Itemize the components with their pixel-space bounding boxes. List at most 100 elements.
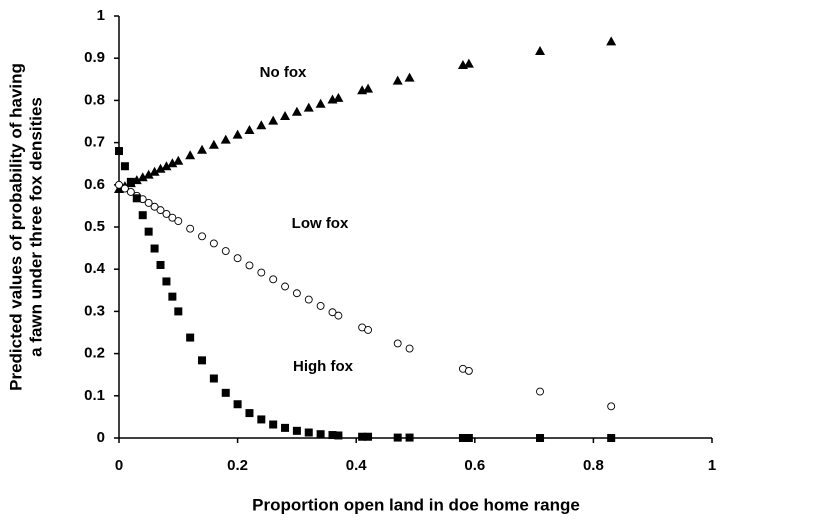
triangle-marker (280, 111, 291, 121)
y-axis-label: Predicted values of probability of havin… (6, 63, 25, 391)
square-marker (209, 374, 218, 383)
x-tick-label: 1 (708, 457, 716, 474)
circle-marker (168, 213, 177, 222)
square-marker (304, 428, 313, 437)
y-tick-label: 0.4 (84, 260, 106, 277)
square-marker (458, 434, 467, 442)
annotation: No fox (260, 64, 307, 81)
triangle-marker (463, 58, 474, 68)
square-marker (144, 227, 153, 236)
circle-marker (150, 202, 159, 211)
square-marker (269, 420, 278, 429)
circle-marker (269, 275, 278, 284)
y-tick-label: 0.6 (84, 176, 105, 193)
square-marker (316, 430, 325, 439)
circle-marker (405, 344, 414, 353)
triangle-marker (185, 150, 196, 160)
circle-marker (198, 232, 206, 241)
y-tick-label: 0.1 (84, 387, 105, 404)
x-tick-label: 0.8 (583, 457, 604, 474)
annotation: Low fox (292, 215, 349, 232)
triangle-marker (363, 83, 374, 93)
square-marker (364, 432, 373, 441)
square-marker (156, 260, 165, 269)
square-marker (126, 177, 135, 186)
square-marker (168, 292, 177, 301)
triangle-marker (244, 124, 255, 134)
triangle-marker (137, 172, 148, 182)
circle-marker (162, 209, 171, 218)
square-marker (186, 333, 195, 342)
circle-marker (281, 282, 289, 291)
square-marker (132, 194, 141, 203)
circle-marker (221, 247, 230, 256)
y-axis-label: a fawn under three fox densities (26, 97, 45, 357)
triangle-marker (161, 161, 172, 171)
triangle-marker (208, 139, 219, 149)
circle-marker (464, 366, 473, 375)
triangle-marker (173, 155, 184, 165)
triangle-marker (155, 163, 166, 173)
triangle-marker (303, 102, 314, 112)
y-tick-label: 0.3 (84, 302, 105, 319)
square-marker (358, 432, 367, 441)
circle-marker (186, 224, 195, 233)
circle-marker (245, 261, 254, 270)
square-marker (120, 162, 129, 171)
square-marker (607, 434, 616, 442)
circle-marker (209, 239, 218, 248)
y-tick-label: 0.8 (84, 91, 105, 108)
x-axis-label: Proportion open land in doe home range (252, 495, 580, 514)
circle-marker (115, 180, 123, 189)
square-marker (245, 409, 254, 418)
square-marker (393, 433, 402, 442)
square-marker (221, 388, 230, 397)
circle-marker (607, 402, 616, 411)
triangle-marker (167, 158, 178, 168)
x-tick-label: 0.2 (227, 457, 248, 474)
square-marker (334, 431, 343, 440)
triangle-marker (315, 98, 326, 108)
y-tick-label: 1 (97, 7, 105, 24)
square-marker (536, 434, 545, 442)
circle-marker (334, 311, 343, 320)
y-tick-label: 0.9 (84, 49, 105, 66)
y-tick-label: 0.5 (84, 218, 105, 235)
y-tick-label: 0.2 (84, 345, 105, 362)
square-marker (257, 415, 266, 424)
triangle-marker (333, 92, 344, 102)
circle-marker (364, 326, 373, 334)
triangle-marker (149, 166, 160, 176)
circle-marker (144, 198, 153, 207)
x-tick-label: 0.6 (464, 457, 485, 474)
x-tick-label: 0.4 (346, 457, 368, 474)
triangle-marker (256, 120, 267, 130)
square-marker (292, 426, 301, 435)
square-marker (150, 244, 159, 253)
triangle-marker (392, 75, 403, 85)
triangle-marker (197, 144, 208, 154)
square-marker (138, 211, 147, 220)
circle-marker (257, 268, 266, 277)
square-marker (162, 277, 171, 286)
x-tick-label: 0 (115, 457, 123, 474)
triangle-marker (535, 46, 546, 56)
square-marker (198, 356, 207, 365)
square-marker (233, 400, 242, 409)
circle-marker (292, 289, 301, 298)
square-marker (464, 434, 473, 442)
y-tick-label: 0 (97, 429, 105, 446)
triangle-marker (143, 169, 154, 179)
triangle-marker (220, 134, 231, 144)
circle-marker (316, 301, 325, 310)
triangle-marker (291, 106, 302, 116)
square-marker (281, 423, 290, 432)
square-marker (328, 431, 337, 440)
circle-marker (126, 188, 135, 196)
circle-marker (174, 217, 183, 226)
circle-marker (304, 295, 313, 304)
circle-marker (328, 308, 337, 317)
y-tick-label: 0.7 (84, 134, 105, 151)
circle-marker (120, 184, 129, 193)
